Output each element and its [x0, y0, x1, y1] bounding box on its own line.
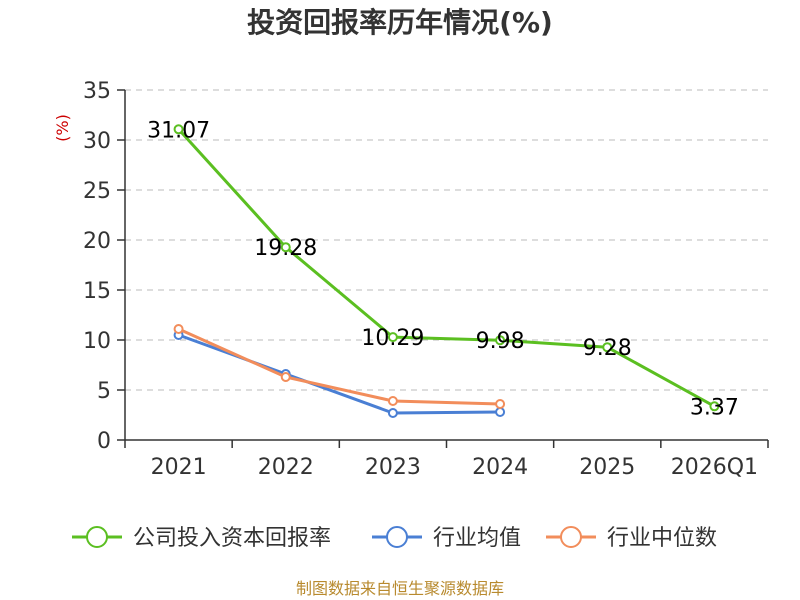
data-point[interactable] — [173, 124, 184, 135]
data-label: 9.28 — [583, 336, 632, 361]
data-point[interactable] — [387, 332, 398, 343]
legend-item-company[interactable]: 公司投入资本回报率 — [72, 526, 331, 551]
x-tick-label: 2025 — [579, 455, 635, 480]
data-label: 3.37 — [690, 395, 739, 420]
series-line-0 — [177, 128, 716, 408]
y-tick-label: 20 — [83, 229, 111, 254]
y-tick-label: 30 — [83, 129, 111, 154]
y-tick-label: 5 — [97, 379, 111, 404]
data-label: 9.98 — [476, 329, 525, 354]
x-tick-label: 2024 — [472, 455, 528, 480]
data-label: 19.28 — [254, 236, 317, 261]
axes — [117, 89, 769, 448]
y-tick-label: 0 — [97, 429, 111, 454]
data-label: 31.07 — [147, 118, 210, 143]
y-tick-label: 35 — [83, 79, 111, 104]
legend: 公司投入资本回报率 行业均值 行业中位数 — [72, 526, 717, 551]
data-point[interactable] — [709, 401, 720, 412]
y-tick-label: 25 — [83, 179, 111, 204]
legend-label-industry-mean: 行业均值 — [433, 526, 521, 551]
data-point[interactable] — [280, 372, 291, 382]
x-tick-label: 2026Q1 — [671, 455, 758, 480]
x-tick-label: 2022 — [258, 455, 314, 480]
y-tick-label: 15 — [83, 279, 111, 304]
data-point[interactable] — [495, 407, 506, 417]
data-point[interactable] — [387, 408, 398, 418]
legend-label-industry-median: 行业中位数 — [607, 526, 717, 551]
data-point[interactable] — [173, 324, 184, 334]
legend-item-industry-median[interactable]: 行业中位数 — [546, 526, 717, 551]
grid-lines — [125, 89, 768, 391]
y-axis-label: (%) — [53, 114, 72, 142]
data-point[interactable] — [387, 396, 398, 406]
data-point[interactable] — [602, 342, 613, 353]
series-line-2 — [177, 327, 501, 406]
legend-marker-industry-median — [560, 526, 582, 548]
chart-title: 投资回报率历年情况(%) — [247, 6, 553, 39]
data-point[interactable] — [495, 335, 506, 346]
data-label: 10.29 — [361, 326, 424, 351]
legend-marker-company — [86, 526, 108, 548]
legend-marker-industry-mean — [386, 526, 408, 548]
data-point[interactable] — [280, 242, 291, 253]
series-layer — [173, 124, 720, 418]
source-note: 制图数据来自恒生聚源数据库 — [296, 579, 504, 598]
data-point[interactable] — [495, 399, 506, 409]
x-tick-label: 2021 — [151, 455, 207, 480]
legend-label-company: 公司投入资本回报率 — [133, 526, 331, 551]
data-labels: 31.07 19.28 10.29 9.98 9.28 3.37 — [147, 118, 739, 420]
legend-item-industry-mean[interactable]: 行业均值 — [372, 526, 521, 551]
y-tick-label: 10 — [83, 329, 111, 354]
x-tick-label: 2023 — [365, 455, 421, 480]
